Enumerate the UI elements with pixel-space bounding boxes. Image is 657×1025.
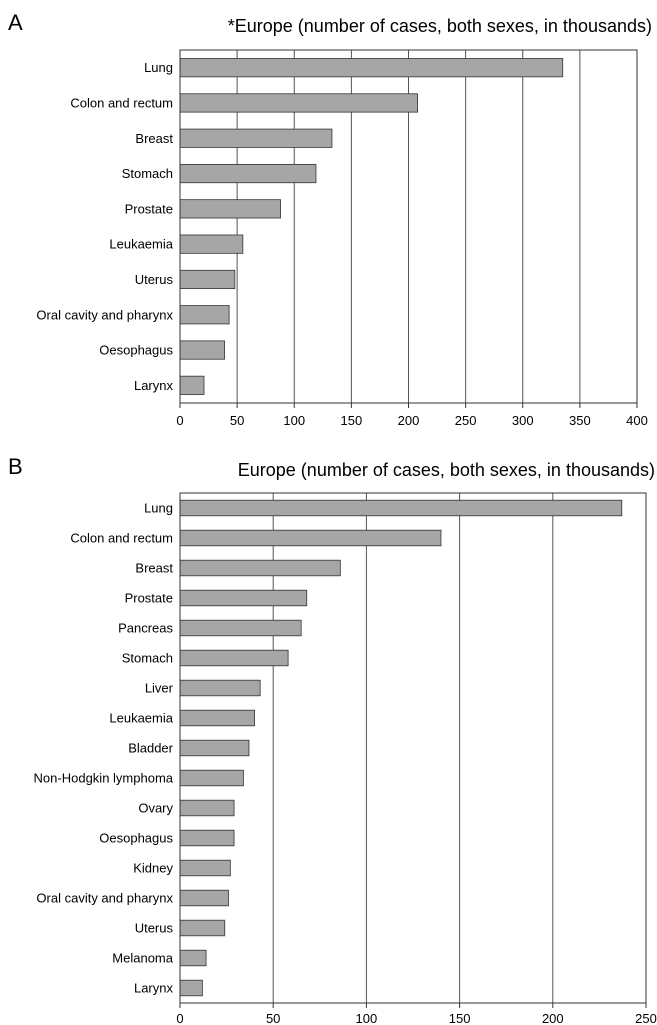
category-label: Stomach [122,651,173,666]
bar [179,949,207,967]
category-label: Colon and rectum [70,95,173,110]
tick-label: 0 [176,413,183,428]
tick-label: 400 [626,413,648,428]
tick-label: 350 [569,413,591,428]
bar [179,709,255,727]
tick-label: 250 [635,1011,657,1025]
category-label: Oesophagus [99,343,173,358]
category-label: Prostate [125,591,173,606]
category-label: Colon and rectum [70,531,173,546]
panel-letter: A [8,10,23,35]
category-label: Lung [144,501,173,516]
bar [179,679,261,697]
tick-label: 150 [341,413,363,428]
tick-label: 200 [398,413,420,428]
tick-label: 100 [283,413,305,428]
bar [179,163,317,184]
plot-frame [179,492,647,1004]
panel-letter: B [8,454,23,479]
category-label: Melanoma [112,951,173,966]
bar [179,649,289,667]
bar [179,979,203,997]
chart-title: Europe (number of cases, both sexes, in … [238,460,655,480]
category-label: Uterus [135,921,174,936]
category-label: Oral cavity and pharynx [36,307,173,322]
bar [179,375,205,395]
category-label: Bladder [128,741,173,756]
bar [179,234,244,254]
bar [179,919,226,937]
tick-label: 50 [230,413,244,428]
category-label: Breast [135,131,173,146]
bar [179,93,419,113]
tick-label: 150 [449,1011,471,1025]
bar [179,199,281,219]
category-label: Kidney [133,861,173,876]
category-label: Oesophagus [99,831,173,846]
category-label: Stomach [122,166,173,181]
bar [179,305,230,325]
bar [179,559,341,577]
category-label: Liver [145,681,174,696]
category-label: Non-Hodgkin lymphoma [34,771,174,786]
plot-area: Lung Colon and rectum Breast Prostate Pancre… [34,492,657,1025]
tick-label: 200 [542,1011,564,1025]
bar [179,529,442,547]
category-label: Pancreas [118,621,173,636]
category-label: Uterus [135,272,174,287]
bar [179,589,308,607]
tick-label: 250 [455,413,477,428]
bar [179,128,333,148]
category-label: Larynx [134,378,174,393]
chart-panel-a: A *Europe (number of cases, both sexes, … [8,10,652,428]
category-label: Prostate [125,201,173,216]
category-label: Lung [144,60,173,75]
tick-label: 100 [356,1011,378,1025]
bar [179,769,244,787]
category-label: Leukaemia [109,237,173,252]
bar [179,58,564,78]
plot-area: Lung Colon and rectum Breast Stomach Prostat… [36,49,648,428]
bar [179,859,231,877]
bar [179,619,302,637]
chart-panel-b: B Europe (number of cases, both sexes, i… [8,454,657,1025]
bar [179,269,236,290]
category-label: Leukaemia [109,711,173,726]
chart-title: *Europe (number of cases, both sexes, in… [228,16,652,36]
bar [179,799,235,817]
category-label: Oral cavity and pharynx [36,891,173,906]
bar [179,739,250,757]
tick-label: 50 [266,1011,280,1025]
tick-label: 0 [176,1011,183,1025]
bar [179,889,229,907]
bar [179,829,235,847]
category-label: Ovary [138,801,173,816]
category-label: Breast [135,561,173,576]
bar [179,340,225,360]
category-label: Larynx [134,981,174,996]
bar [179,499,623,517]
tick-label: 300 [512,413,534,428]
